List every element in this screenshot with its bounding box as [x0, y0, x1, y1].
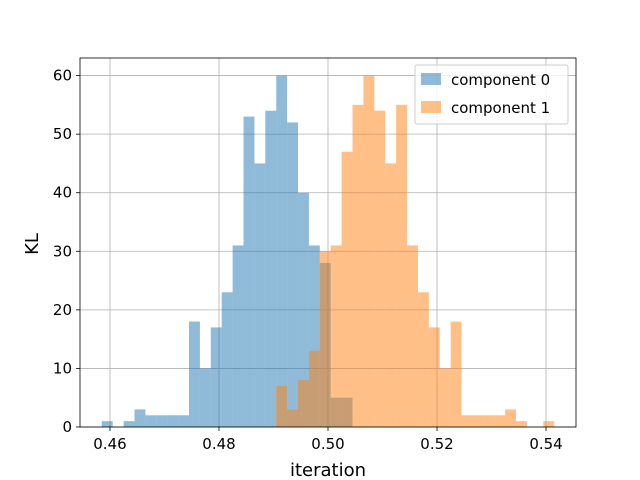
histogram-bar: [199, 368, 211, 427]
legend-label: component 0: [451, 71, 550, 89]
y-tick-label: 50: [53, 125, 72, 143]
histogram-bar: [101, 421, 113, 427]
histogram-bar: [145, 415, 157, 427]
histogram-bars: [101, 75, 555, 428]
legend-swatch: [421, 73, 441, 85]
x-tick-label: 0.54: [529, 435, 562, 453]
histogram-bar: [374, 110, 386, 427]
histogram-bar: [439, 368, 451, 427]
legend-label: component 1: [451, 99, 550, 117]
grid: [80, 58, 576, 428]
histogram-bar: [428, 327, 440, 427]
y-tick-label: 60: [53, 67, 72, 85]
histogram-bar: [352, 104, 364, 427]
x-tick-label: 0.52: [420, 435, 453, 453]
legend: component 0 component 1: [414, 64, 569, 125]
y-axis-ticks: 0 10 20 30 40 50 60: [53, 67, 80, 436]
y-tick-label: 40: [53, 184, 72, 202]
x-tick-label: 0.50: [311, 435, 344, 453]
histogram-bar: [450, 321, 462, 427]
histogram-bar: [276, 75, 288, 428]
histogram-bar: [287, 122, 299, 427]
histogram-bar: [308, 350, 320, 427]
histogram-bar: [516, 421, 527, 427]
histogram-bar: [298, 192, 309, 427]
histogram-bar: [543, 421, 555, 427]
histogram-bar: [254, 163, 266, 427]
x-tick-label: 0.46: [93, 435, 126, 453]
x-axis-label: iteration: [290, 460, 366, 480]
histogram-bar: [265, 110, 277, 427]
histogram-bar: [189, 321, 200, 427]
histogram-bar: [178, 415, 190, 427]
histogram-bar: [472, 415, 484, 427]
histogram-bar: [461, 415, 473, 427]
histogram-bar: [156, 415, 168, 427]
histogram-bar: [505, 409, 517, 427]
histogram-bar: [276, 386, 288, 427]
histogram-bar: [243, 116, 255, 428]
histogram-bar: [407, 245, 418, 427]
histogram-bar: [123, 421, 135, 427]
histogram-bar: [396, 104, 408, 427]
histogram-bar: [417, 292, 429, 427]
legend-box: [414, 64, 569, 125]
y-tick-label: 0: [62, 418, 72, 436]
histogram-bar: [330, 245, 342, 427]
legend-swatch: [421, 101, 441, 113]
histogram-bar: [221, 292, 233, 427]
y-tick-label: 20: [53, 301, 72, 319]
histogram-bar: [167, 415, 179, 427]
series-1-bars: [276, 75, 555, 428]
histogram-bar: [385, 163, 397, 427]
y-tick-label: 30: [53, 242, 72, 260]
histogram-bar: [210, 327, 222, 427]
histogram-bar: [134, 409, 146, 427]
y-axis-label: KL: [22, 233, 43, 255]
histogram-bar: [287, 409, 299, 427]
histogram-bar: [494, 415, 506, 427]
histogram-bar: [483, 415, 495, 427]
histogram-bar: [363, 75, 375, 428]
histogram-bar: [319, 251, 331, 427]
histogram-bar: [298, 380, 309, 427]
histogram-bar: [232, 245, 244, 427]
histogram-bar: [341, 151, 353, 427]
x-axis-ticks: 0.46 0.48 0.50 0.52 0.54: [93, 427, 563, 453]
y-tick-label: 10: [53, 359, 72, 377]
histogram-bar: [308, 245, 320, 427]
x-tick-label: 0.48: [202, 435, 235, 453]
